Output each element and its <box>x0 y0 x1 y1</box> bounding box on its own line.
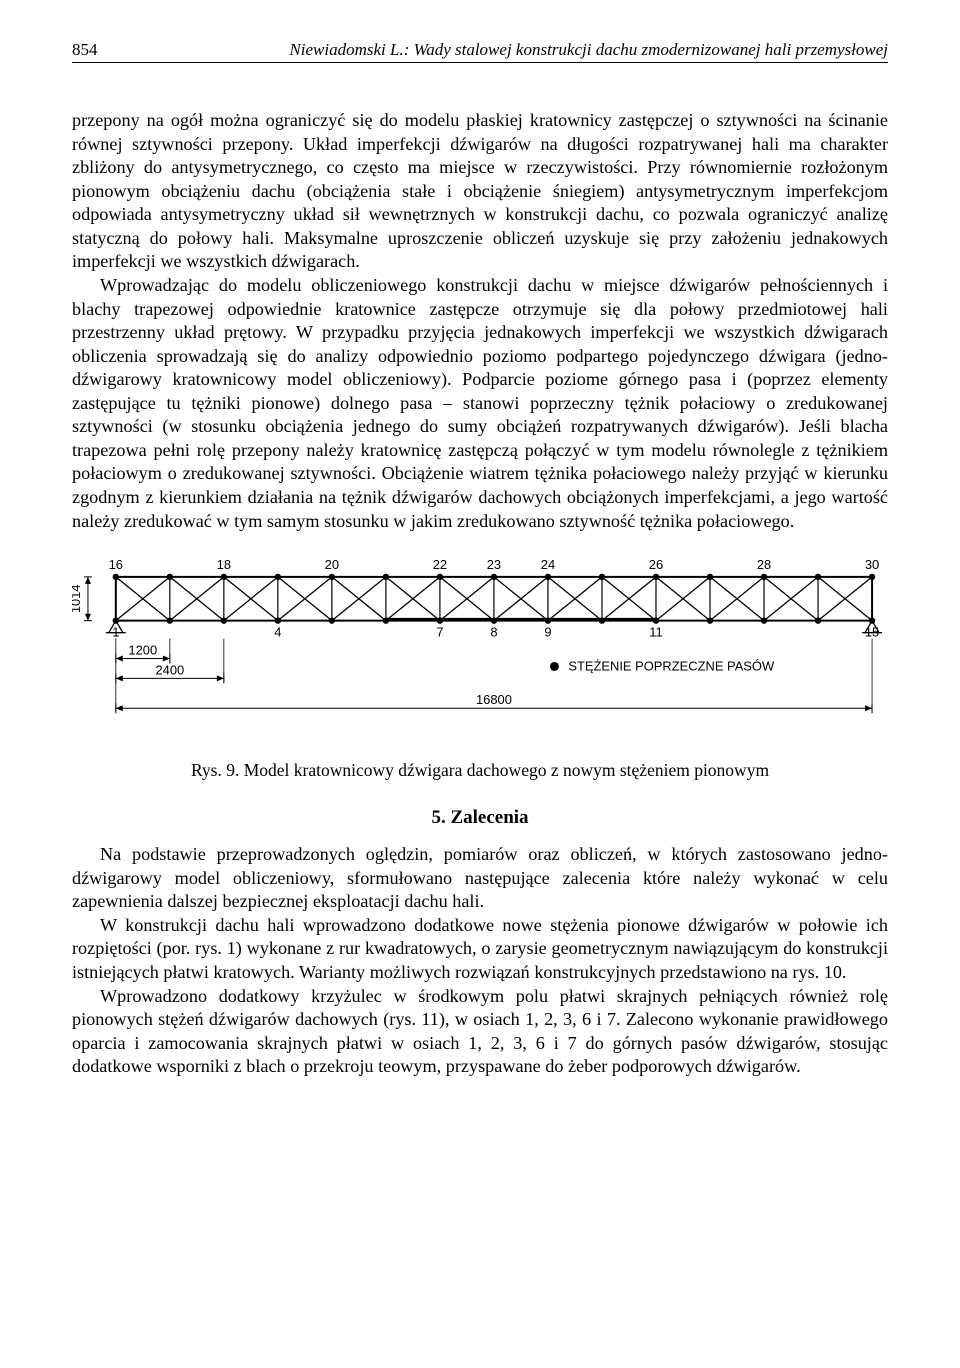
svg-text:24: 24 <box>541 557 555 572</box>
paragraph-5: W konstrukcji dachu hali wprowadzono dod… <box>72 914 888 985</box>
svg-text:7: 7 <box>436 625 443 640</box>
running-head: 854 Niewiadomski L.: Wady stalowej konst… <box>72 40 888 63</box>
svg-text:20: 20 <box>325 557 339 572</box>
page: 854 Niewiadomski L.: Wady stalowej konst… <box>0 0 960 1139</box>
svg-text:22: 22 <box>433 557 447 572</box>
svg-text:STĘŻENIE POPRZECZNE PASÓW: STĘŻENIE POPRZECZNE PASÓW <box>568 659 775 674</box>
svg-text:16: 16 <box>109 557 123 572</box>
figure-caption: Rys. 9. Model kratownicowy dźwigara dach… <box>72 760 888 781</box>
svg-text:30: 30 <box>865 557 879 572</box>
paragraph-1: przepony na ogół można ograniczyć się do… <box>72 109 888 274</box>
svg-text:2400: 2400 <box>155 663 184 678</box>
svg-text:28: 28 <box>757 557 771 572</box>
page-number: 854 <box>72 40 98 60</box>
paragraph-4: Na podstawie przeprowadzonych oględzin, … <box>72 843 888 914</box>
running-title: Niewiadomski L.: Wady stalowej konstrukc… <box>289 40 888 60</box>
svg-text:8: 8 <box>490 625 497 640</box>
svg-text:16800: 16800 <box>476 692 512 707</box>
svg-text:1014: 1014 <box>72 585 83 614</box>
svg-text:18: 18 <box>217 557 231 572</box>
section-title: 5. Zalecenia <box>72 807 888 829</box>
svg-text:11: 11 <box>649 625 662 640</box>
truss-diagram: 1618202223242628301478911151200240016800… <box>72 551 888 750</box>
svg-text:4: 4 <box>274 625 281 640</box>
figure-9: 1618202223242628301478911151200240016800… <box>72 551 888 781</box>
paragraph-3: Wprowadzając do modelu obliczeniowego ko… <box>72 274 888 533</box>
svg-text:26: 26 <box>649 557 663 572</box>
svg-text:9: 9 <box>544 625 551 640</box>
svg-text:1200: 1200 <box>128 643 157 658</box>
paragraph-6: Wprowadzono dodatkowy krzyżulec w środko… <box>72 985 888 1079</box>
svg-text:23: 23 <box>487 557 501 572</box>
